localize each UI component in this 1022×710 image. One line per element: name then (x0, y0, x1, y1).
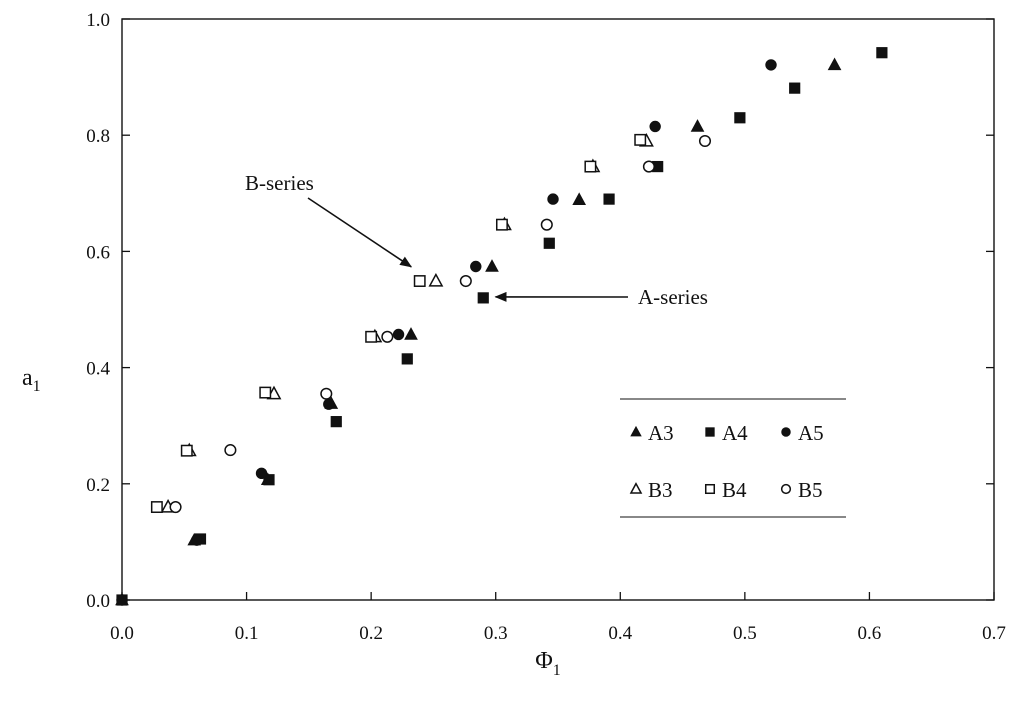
data-point-a5 (765, 59, 777, 71)
legend: A3 A4 A5 B3 B4 B5 (620, 398, 846, 518)
annotation-a-series: A-series (638, 285, 708, 309)
data-points (115, 47, 888, 606)
y-tick-label: 0.4 (86, 359, 110, 380)
x-tick-label: 0.0 (110, 623, 134, 644)
legend-item-b5: B5 (780, 478, 823, 502)
data-point-a5 (392, 328, 405, 341)
legend-marker-b4 (704, 483, 716, 495)
y-tick-label: 0.0 (86, 591, 110, 612)
legend-item-a3: A3 (630, 421, 674, 445)
legend-item-b3: B3 (629, 478, 673, 502)
data-point-b4 (180, 444, 193, 457)
y-tick-label: 0.2 (86, 475, 110, 496)
data-point-a4 (330, 416, 342, 428)
data-point-a4 (603, 193, 615, 205)
x-tick-label: 0.7 (982, 623, 1006, 644)
data-point-a5 (116, 594, 128, 606)
y-tick-label: 0.6 (86, 242, 110, 263)
legend-label-a3: A3 (648, 421, 674, 445)
legend-label-b3: B3 (648, 478, 673, 502)
legend-label-a5: A5 (798, 421, 824, 445)
data-point-a3 (827, 57, 842, 71)
data-point-a4 (543, 237, 555, 249)
series-b5 (169, 134, 712, 514)
data-point-a5 (323, 398, 335, 410)
data-point-a4 (734, 112, 746, 124)
data-point-a5 (191, 534, 203, 546)
data-point-b5 (540, 218, 553, 231)
data-point-b5 (169, 500, 182, 514)
annotations: B-series A-series (245, 171, 708, 309)
data-point-a3 (572, 192, 587, 205)
x-tick-label: 0.2 (359, 623, 383, 644)
series-a5 (116, 59, 777, 606)
x-axis-title-subscript: 1 (553, 662, 561, 679)
data-point-b5 (381, 330, 394, 343)
legend-marker-a4 (705, 427, 715, 437)
legend-item-a5: A5 (781, 421, 824, 445)
legend-label-b5: B5 (798, 478, 823, 502)
y-axis-title: a1 (22, 365, 41, 395)
data-point-b5 (698, 134, 712, 148)
y-tick-label: 0.8 (86, 126, 110, 147)
series-b4 (150, 133, 647, 513)
legend-marker-b5 (780, 483, 792, 495)
x-tick-label: 0.5 (733, 623, 757, 644)
legend-label-a4: A4 (722, 421, 748, 445)
x-tick-label: 0.3 (484, 623, 508, 644)
plot-frame (121, 18, 995, 601)
data-point-a5 (470, 260, 482, 273)
legend-item-b4: B4 (704, 478, 747, 502)
data-point-b4 (413, 275, 426, 287)
data-point-b5 (459, 274, 472, 288)
data-point-b4 (150, 501, 163, 513)
legend-marker-a3 (630, 425, 642, 437)
data-point-a5 (547, 193, 559, 205)
x-tick-label: 0.6 (858, 623, 882, 644)
series-b3 (160, 132, 654, 513)
plot-area-border (121, 18, 995, 601)
data-point-a5 (255, 467, 268, 480)
data-point-a4 (876, 47, 888, 59)
data-point-a4 (401, 353, 413, 365)
legend-item-a4: A4 (705, 421, 748, 445)
legend-marker-b3 (629, 482, 643, 494)
annotation-b-series: B-series (245, 171, 314, 195)
y-axis-title-main: a (22, 365, 33, 391)
data-point-b5 (320, 387, 333, 400)
series-a4 (116, 47, 888, 606)
data-point-a5 (649, 120, 661, 133)
data-point-a4 (477, 292, 489, 304)
x-tick-label: 0.4 (608, 623, 632, 644)
data-point-b4 (634, 133, 647, 146)
data-point-b4 (584, 160, 597, 173)
y-axis: 0.0 0.2 0.4 0.6 0.8 1.0 (86, 10, 994, 612)
x-tick-label: 0.1 (235, 623, 259, 644)
data-point-a3 (690, 119, 705, 132)
y-axis-title-subscript: 1 (33, 378, 41, 395)
legend-marker-a5 (781, 427, 791, 437)
series-a3 (115, 57, 842, 606)
data-point-b4 (259, 386, 272, 399)
data-point-a3 (404, 327, 418, 340)
data-point-a4 (263, 474, 275, 486)
annotation-b-series-arrow (307, 197, 413, 268)
data-point-b3 (428, 272, 444, 287)
data-point-a3 (485, 259, 499, 272)
x-axis-title: Φ1 (535, 648, 561, 679)
data-point-b5 (642, 160, 655, 173)
legend-label-b4: B4 (722, 478, 747, 502)
y-tick-label: 1.0 (86, 10, 110, 31)
data-point-b4 (495, 218, 508, 231)
x-axis-title-main: Φ (535, 648, 553, 674)
data-point-a4 (789, 82, 801, 94)
data-point-b4 (365, 330, 378, 343)
data-point-b5 (224, 444, 237, 457)
